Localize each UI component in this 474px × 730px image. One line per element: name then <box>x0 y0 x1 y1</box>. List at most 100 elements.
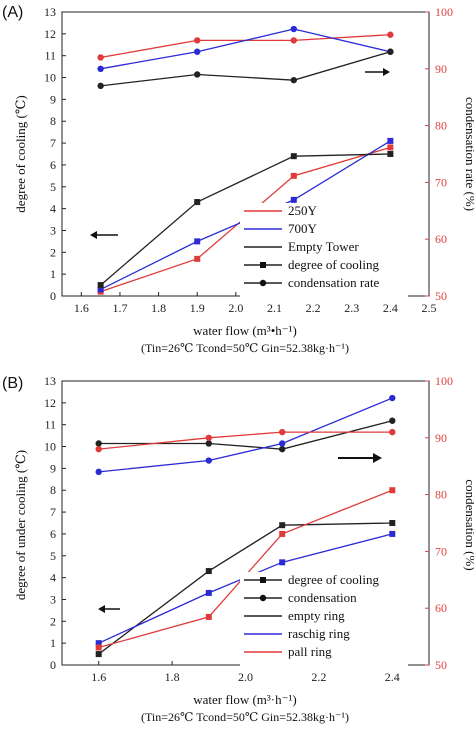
y-tick-label-left: 6 <box>50 527 56 541</box>
series-line <box>98 397 393 473</box>
y-axis-label-right-a: condensation rate (%) <box>463 97 474 211</box>
series-group-a <box>97 25 394 295</box>
data-point <box>97 54 104 61</box>
data-point <box>279 440 286 447</box>
y-tick-label-right: 80 <box>435 488 447 502</box>
legend-label: Empty Tower <box>288 239 359 254</box>
y-tick-label-left: 10 <box>44 440 56 454</box>
legend-label: degree of cooling <box>288 257 379 272</box>
y-tick-label-left: 5 <box>50 549 56 563</box>
data-point <box>290 153 297 160</box>
data-point <box>290 76 297 84</box>
axes-b: 1.6 1.8 2.0 2.2 2.40123456789101112135060708… <box>44 374 453 684</box>
x-tick-label: 2.2 <box>306 301 321 315</box>
x-tick-label: 1.8 <box>165 670 180 684</box>
x-tick-label: 2.5 <box>422 301 437 315</box>
data-point <box>389 530 396 537</box>
data-point <box>279 522 286 529</box>
y-tick-label-left: 9 <box>50 92 56 106</box>
y-tick-label-left: 1 <box>50 267 56 281</box>
data-point <box>205 589 212 596</box>
y-tick-label-left: 12 <box>44 27 56 41</box>
y-tick-label-left: 4 <box>50 202 56 216</box>
series-line <box>100 51 391 87</box>
panel-label-a: (A) <box>2 4 23 21</box>
legend-marker <box>260 577 266 583</box>
x-tick-label: 2.4 <box>383 301 398 315</box>
data-point <box>279 428 286 436</box>
y-tick-label-right: 70 <box>435 175 447 189</box>
legend-marker <box>259 594 267 602</box>
data-point <box>97 286 104 293</box>
legend-label: 700Y <box>288 221 318 236</box>
data-point <box>279 559 286 566</box>
data-point <box>194 199 201 206</box>
data-point <box>387 144 394 151</box>
y-tick-label-left: 10 <box>44 71 56 85</box>
y-tick-label-left: 7 <box>50 136 56 150</box>
data-point <box>95 445 102 453</box>
chart-panel-a: (A) 1.6 1.7 1.8 1.9 2.0 2.1 2.2 2.3 2.4 2.5012345… <box>2 4 474 355</box>
arrow-left-icon <box>98 605 120 613</box>
x-tick-label: 1.6 <box>74 301 89 315</box>
conditions-a: (Tin=26℃ Tcond=50℃ Gin=52.38kg·h⁻¹) <box>141 341 349 355</box>
legend-label: pall ring <box>288 644 332 659</box>
data-point <box>194 71 201 78</box>
y-tick-label-left: 13 <box>44 5 56 19</box>
x-axis-label-b: water flow (m³·h⁻¹) <box>193 692 296 707</box>
data-point <box>194 238 201 245</box>
data-point <box>387 31 394 38</box>
data-point <box>389 417 396 424</box>
data-point <box>95 468 102 476</box>
data-point <box>389 428 396 436</box>
y-tick-label-right: 100 <box>435 5 453 19</box>
x-tick-label: 2.4 <box>385 670 400 684</box>
arrow-right-icon <box>365 68 390 76</box>
x-tick-label: 2.2 <box>311 670 326 684</box>
series-line <box>100 153 391 286</box>
legend-marker <box>259 279 267 287</box>
y-tick-label-right: 90 <box>435 431 447 445</box>
y-tick-label-left: 0 <box>50 658 56 672</box>
y-axis-label-left-b: degree of under cooling (℃) <box>13 450 28 600</box>
y-tick-label-right: 90 <box>435 62 447 76</box>
y-tick-label-left: 8 <box>50 114 56 128</box>
data-point <box>95 640 102 647</box>
legend-b: degree of cooling condensation empty ring r… <box>240 572 408 668</box>
legend-label: 250Y <box>288 203 318 218</box>
y-tick-label-left: 9 <box>50 461 56 475</box>
data-point <box>194 255 201 262</box>
data-point <box>97 282 104 289</box>
y-tick-label-right: 100 <box>435 374 453 388</box>
arrow-right-icon <box>338 453 382 463</box>
x-tick-label: 1.9 <box>190 301 205 315</box>
legend-label: condensation <box>288 590 357 605</box>
data-point <box>279 445 286 453</box>
data-point <box>205 434 212 441</box>
data-point <box>389 394 396 402</box>
y-tick-label-right: 80 <box>435 119 447 133</box>
data-point <box>290 172 297 179</box>
x-tick-label: 2.3 <box>344 301 359 315</box>
y-tick-label-left: 12 <box>44 396 56 410</box>
y-tick-label-left: 6 <box>50 158 56 172</box>
y-tick-label-left: 13 <box>44 374 56 388</box>
y-tick-label-right: 60 <box>435 232 447 246</box>
y-tick-label-left: 8 <box>50 483 56 497</box>
x-axis-label-a: water flow (m³•h⁻¹) <box>193 323 297 338</box>
legend-label: empty ring <box>288 608 345 623</box>
series-line <box>100 34 391 59</box>
data-point <box>290 37 297 44</box>
data-point <box>205 613 212 620</box>
data-point <box>387 48 394 55</box>
axes-a: 1.6 1.7 1.8 1.9 2.0 2.1 2.2 2.3 2.4 2.50123456789… <box>44 5 453 315</box>
data-point <box>205 457 212 464</box>
x-tick-label: 2.1 <box>267 301 282 315</box>
data-point <box>387 137 394 144</box>
y-tick-label-left: 7 <box>50 505 56 519</box>
data-point <box>387 151 394 157</box>
panel-label-b: (B) <box>2 375 23 392</box>
data-point <box>290 25 297 33</box>
legend-label: condensation rate <box>288 275 380 290</box>
